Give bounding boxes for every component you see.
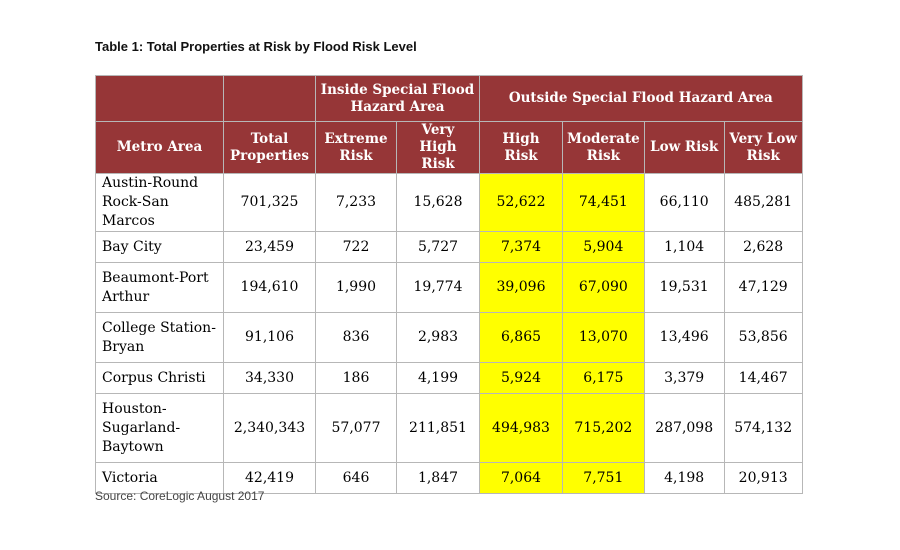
table-row: Houston-Sugarland-Baytown 2,340,343 57,0… <box>95 393 803 463</box>
header-outside-sfha: Outside Special Flood Hazard Area <box>479 75 803 122</box>
table-row: Beaumont-Port Arthur 194,610 1,990 19,77… <box>95 262 803 313</box>
cell-extreme: 186 <box>315 362 397 394</box>
cell-total: 23,459 <box>223 231 316 263</box>
table-title: Table 1: Total Properties at Risk by Flo… <box>95 39 417 54</box>
cell-total: 34,330 <box>223 362 316 394</box>
cell-high: 5,924 <box>479 362 563 394</box>
header-low-risk: Low Risk <box>643 121 725 174</box>
table-row: College Station-Bryan 91,106 836 2,983 6… <box>95 312 803 363</box>
cell-metro: Bay City <box>95 231 224 263</box>
cell-low: 4,198 <box>643 462 725 494</box>
group-header-row: Inside Special Flood Hazard Area Outside… <box>95 75 803 122</box>
cell-metro: Austin-Round Rock-San Marcos <box>95 173 224 232</box>
header-total-properties: Total Properties <box>223 121 316 174</box>
cell-metro: Victoria <box>95 462 224 494</box>
cell-metro: Corpus Christi <box>95 362 224 394</box>
cell-very-low: 2,628 <box>723 231 803 263</box>
cell-total: 194,610 <box>223 262 316 313</box>
cell-very-low: 574,132 <box>723 393 803 463</box>
cell-very-low: 14,467 <box>723 362 803 394</box>
cell-very-high: 2,983 <box>396 312 480 363</box>
cell-very-low: 485,281 <box>723 173 803 232</box>
header-very-high-risk: Very High Risk <box>396 121 480 174</box>
header-metro-area: Metro Area <box>95 121 224 174</box>
source-note: Source: CoreLogic August 2017 <box>95 489 265 503</box>
table-row: Austin-Round Rock-San Marcos 701,325 7,2… <box>95 173 803 232</box>
cell-extreme: 722 <box>315 231 397 263</box>
flood-risk-table: Inside Special Flood Hazard Area Outside… <box>95 75 803 494</box>
cell-high: 52,622 <box>479 173 563 232</box>
cell-moderate: 7,751 <box>562 462 645 494</box>
cell-high: 7,064 <box>479 462 563 494</box>
cell-moderate: 715,202 <box>562 393 645 463</box>
cell-extreme: 1,990 <box>315 262 397 313</box>
cell-very-high: 4,199 <box>396 362 480 394</box>
header-moderate-risk: Moderate Risk <box>562 121 645 174</box>
cell-moderate: 6,175 <box>562 362 645 394</box>
cell-very-high: 1,847 <box>396 462 480 494</box>
cell-very-high: 15,628 <box>396 173 480 232</box>
cell-very-low: 20,913 <box>723 462 803 494</box>
cell-low: 3,379 <box>643 362 725 394</box>
cell-total: 42,419 <box>223 462 316 494</box>
cell-extreme: 7,233 <box>315 173 397 232</box>
cell-very-high: 19,774 <box>396 262 480 313</box>
header-extreme-risk: Extreme Risk <box>315 121 397 174</box>
cell-metro: College Station-Bryan <box>95 312 224 363</box>
table-row: Bay City 23,459 722 5,727 7,374 5,904 1,… <box>95 231 803 263</box>
header-inside-sfha: Inside Special Flood Hazard Area <box>315 75 480 122</box>
cell-moderate: 13,070 <box>562 312 645 363</box>
cell-moderate: 74,451 <box>562 173 645 232</box>
header-high-risk: High Risk <box>479 121 563 174</box>
cell-high: 39,096 <box>479 262 563 313</box>
table-row: Corpus Christi 34,330 186 4,199 5,924 6,… <box>95 362 803 394</box>
cell-moderate: 5,904 <box>562 231 645 263</box>
cell-low: 287,098 <box>643 393 725 463</box>
header-very-low-risk: Very Low Risk <box>723 121 803 174</box>
cell-low: 19,531 <box>643 262 725 313</box>
cell-extreme: 57,077 <box>315 393 397 463</box>
cell-total: 91,106 <box>223 312 316 363</box>
cell-high: 7,374 <box>479 231 563 263</box>
cell-extreme: 646 <box>315 462 397 494</box>
cell-very-low: 47,129 <box>723 262 803 313</box>
cell-very-low: 53,856 <box>723 312 803 363</box>
cell-metro: Beaumont-Port Arthur <box>95 262 224 313</box>
cell-low: 13,496 <box>643 312 725 363</box>
cell-low: 1,104 <box>643 231 725 263</box>
header-blank-metro <box>95 75 224 122</box>
column-header-row: Metro Area Total Properties Extreme Risk… <box>95 121 803 174</box>
cell-very-high: 211,851 <box>396 393 480 463</box>
cell-low: 66,110 <box>643 173 725 232</box>
cell-high: 494,983 <box>479 393 563 463</box>
header-blank-total <box>223 75 316 122</box>
cell-high: 6,865 <box>479 312 563 363</box>
cell-total: 701,325 <box>223 173 316 232</box>
table-row: Victoria 42,419 646 1,847 7,064 7,751 4,… <box>95 462 803 494</box>
cell-very-high: 5,727 <box>396 231 480 263</box>
cell-metro: Houston-Sugarland-Baytown <box>95 393 224 463</box>
cell-extreme: 836 <box>315 312 397 363</box>
cell-total: 2,340,343 <box>223 393 316 463</box>
cell-moderate: 67,090 <box>562 262 645 313</box>
